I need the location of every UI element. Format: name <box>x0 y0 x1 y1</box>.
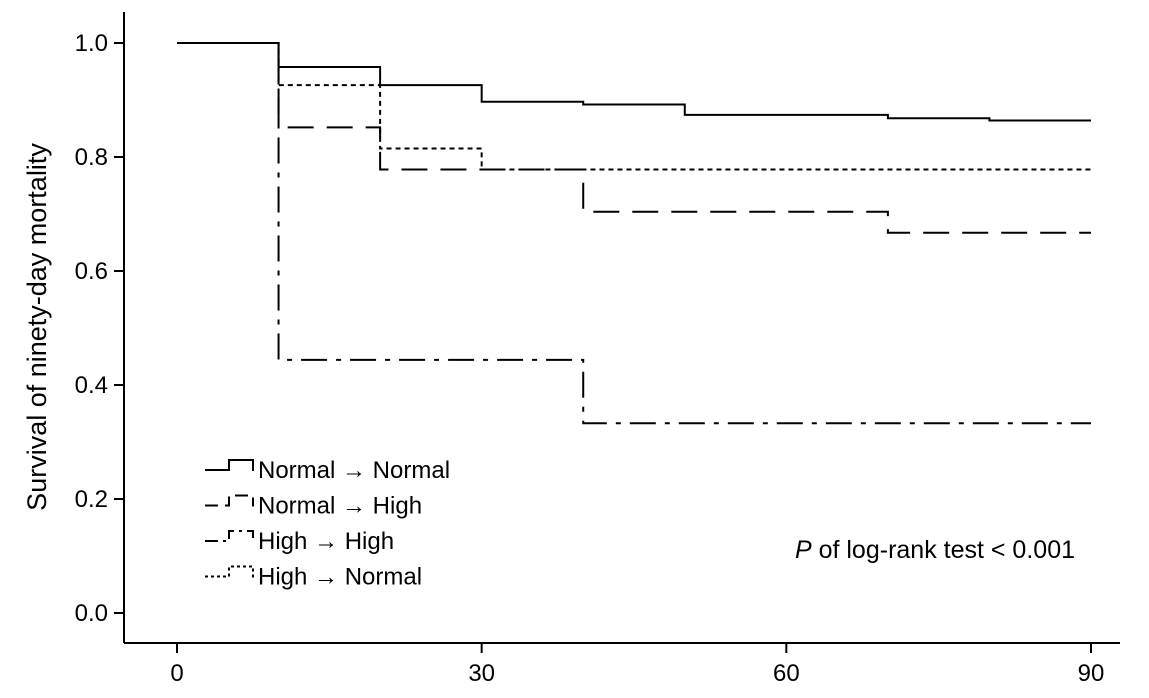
legend-symbol-4 <box>205 565 254 578</box>
y-tick-label: 0.6 <box>75 258 108 285</box>
legend-label-3: High → High <box>258 528 394 555</box>
survival-curves <box>177 42 1091 425</box>
legend-label-4: High → Normal <box>258 564 422 591</box>
y-tick-label: 0.0 <box>75 600 108 627</box>
legend-label-2: Normal → High <box>258 493 422 520</box>
series-line-4 <box>177 42 1091 171</box>
p-symbol: P <box>795 536 812 564</box>
y-tick-label: 0.2 <box>75 486 108 513</box>
y-tick-label: 1.0 <box>75 30 108 57</box>
log-rank-annotation: P of log-rank test < 0.001 <box>795 536 1075 564</box>
legend-label-1: Normal → Normal <box>258 457 450 484</box>
legend: Normal → Normal Normal → High High → High H… <box>205 457 450 591</box>
y-tick-label: 0.4 <box>75 372 108 399</box>
series-line-2 <box>177 42 1091 234</box>
y-axis-label: Survival of ninety-day mortality <box>22 143 52 511</box>
x-tick-label: 30 <box>468 660 495 687</box>
x-tick-label: 60 <box>773 660 800 687</box>
legend-symbol-3 <box>205 530 254 542</box>
x-tick-label: 0 <box>170 660 183 687</box>
y-tick-label: 0.8 <box>75 144 108 171</box>
legend-symbol-2 <box>205 494 254 507</box>
axes: 0.0 0.2 0.4 0.6 0.8 1.0 0 30 60 90 <box>75 12 1120 687</box>
x-tick-label: 90 <box>1078 660 1105 687</box>
series-line-3 <box>177 42 1091 425</box>
series-line-1 <box>177 42 1091 122</box>
legend-symbol-1 <box>205 459 254 471</box>
p-text: of log-rank test < 0.001 <box>812 536 1075 564</box>
